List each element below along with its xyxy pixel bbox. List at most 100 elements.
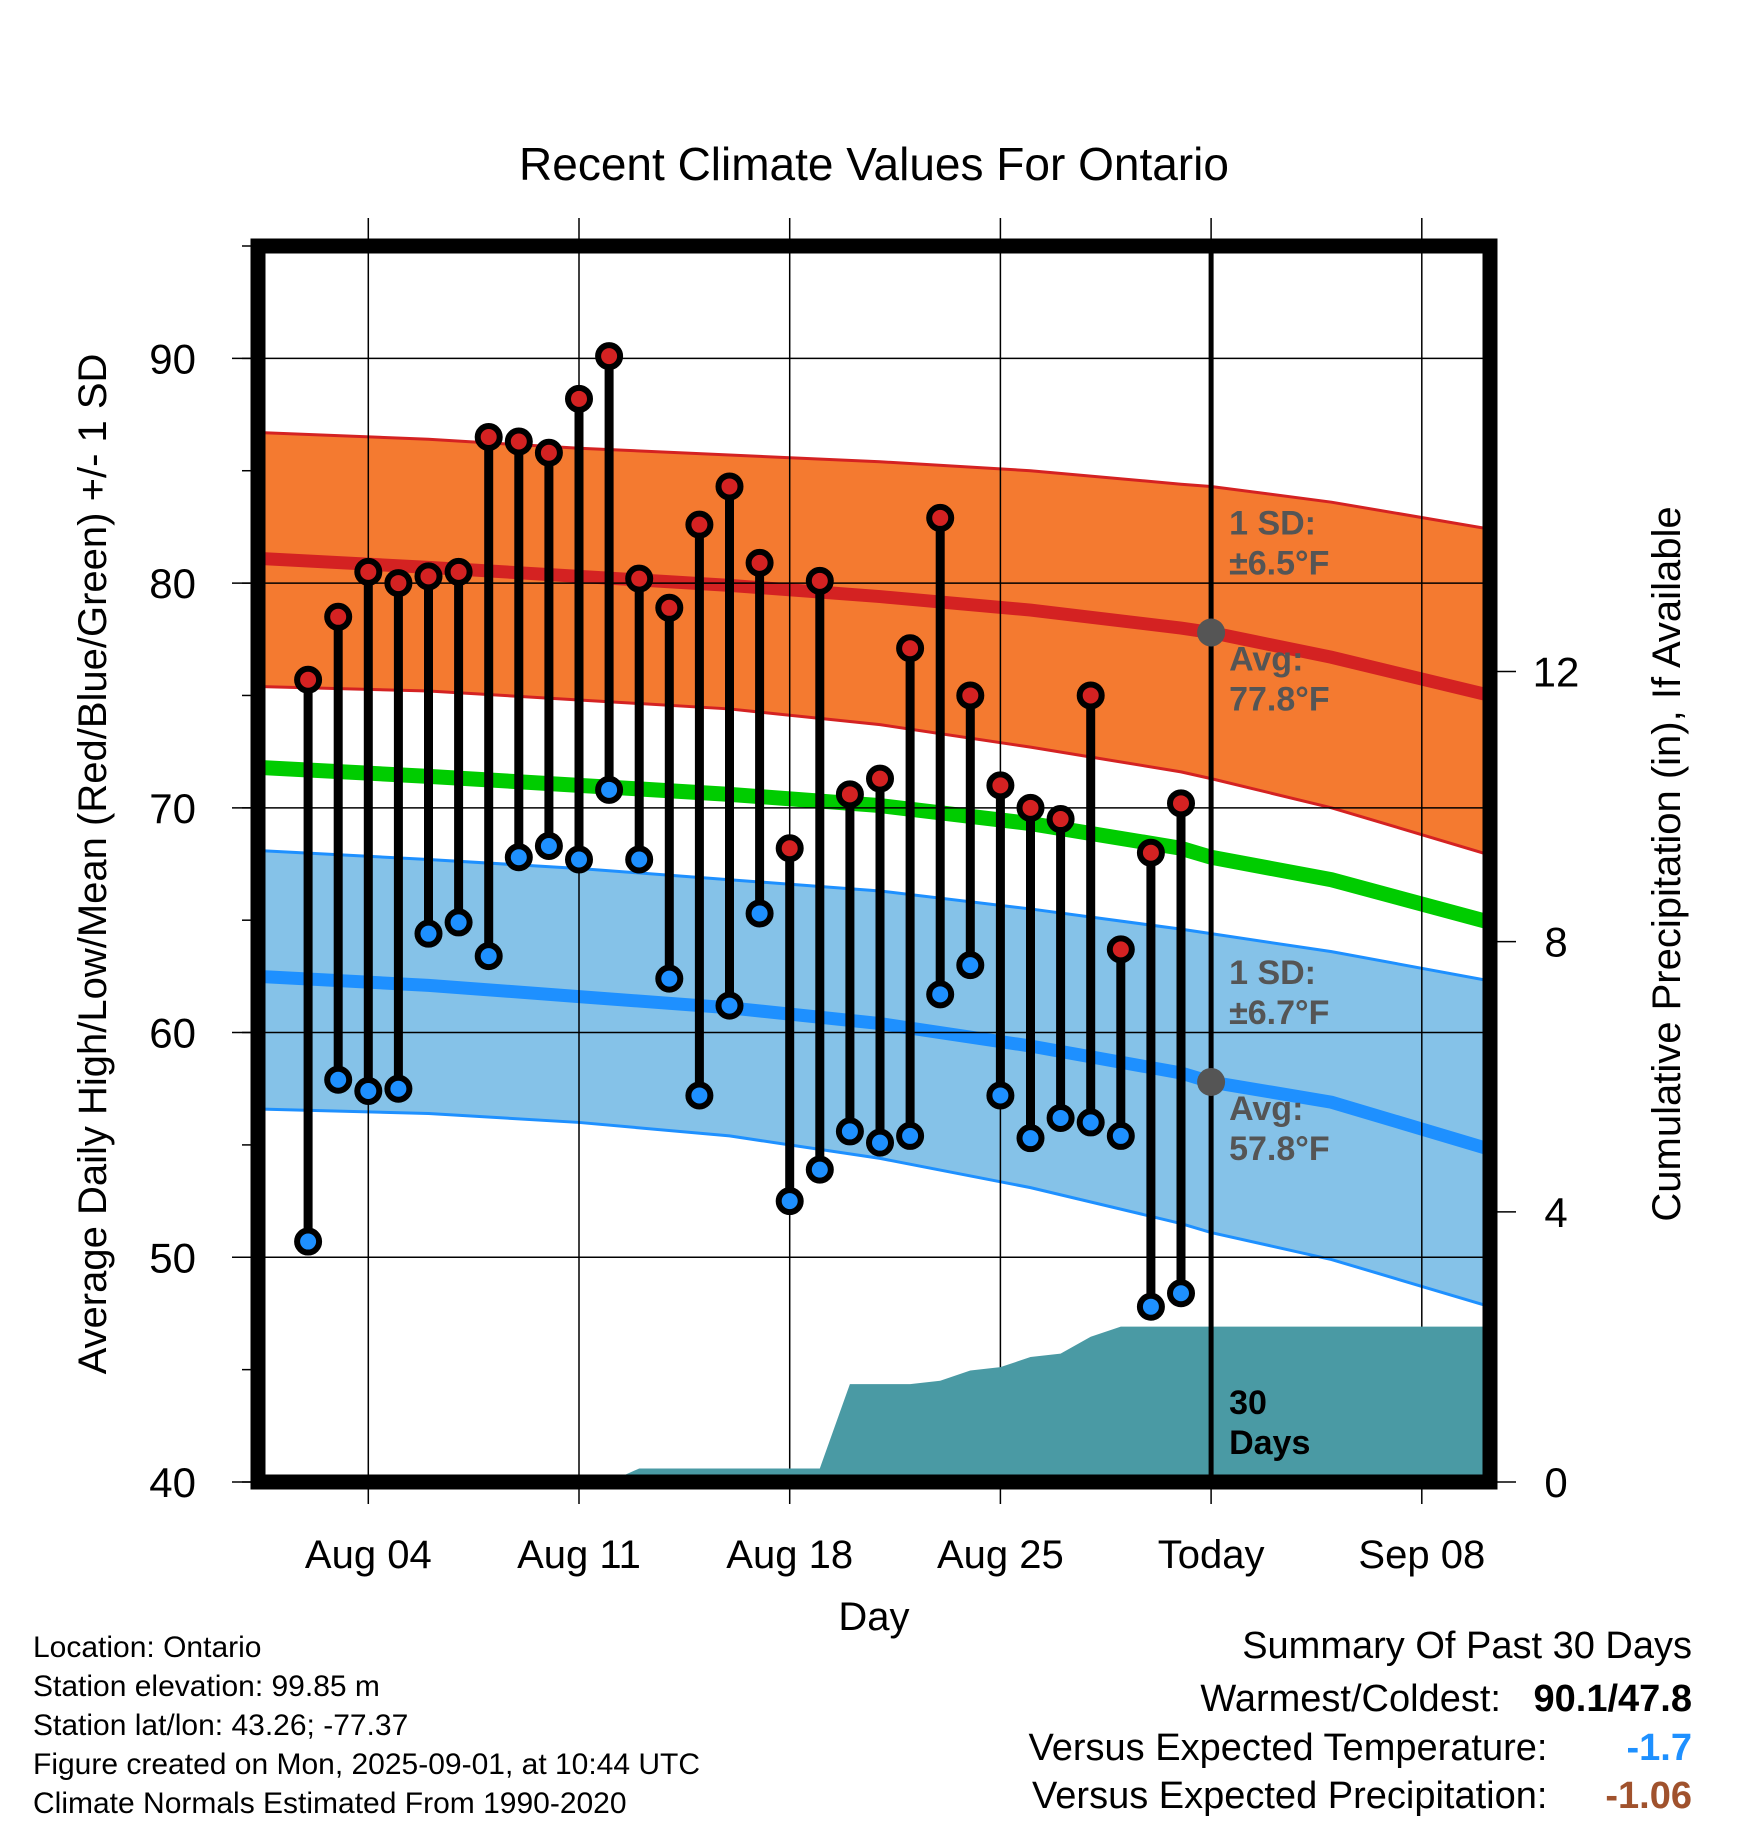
- low-sd-band: [258, 850, 1490, 1307]
- info-elevation: Station elevation: 99.85 m: [33, 1670, 380, 1703]
- high-point: [775, 834, 804, 863]
- high-point: [1106, 935, 1135, 964]
- y-tick-label-left: 60: [149, 1010, 196, 1057]
- high-sd-lower-line: [258, 684, 1490, 857]
- high-sd-value: ±6.5°F: [1229, 545, 1329, 583]
- summary-title: Summary Of Past 30 Days: [1242, 1625, 1692, 1667]
- low-point: [294, 1227, 323, 1256]
- high-point: [1136, 838, 1165, 867]
- low-point: [384, 1074, 413, 1103]
- low-point: [805, 1155, 834, 1184]
- low-point: [926, 980, 955, 1009]
- low-point: [534, 832, 563, 861]
- low-point: [474, 942, 503, 971]
- high-point: [805, 566, 834, 595]
- low-sd-lower-line: [258, 1107, 1490, 1309]
- low-point: [715, 991, 744, 1020]
- high-point: [504, 427, 533, 456]
- high-normal-line: [258, 551, 1490, 702]
- high-avg-value: 77.8°F: [1229, 681, 1330, 719]
- high-point: [474, 423, 503, 452]
- high-point: [384, 569, 413, 598]
- summary-temp-label: Versus Expected Temperature:: [1028, 1727, 1548, 1769]
- high-point: [294, 665, 323, 694]
- x-tick-label: Today: [1158, 1533, 1265, 1577]
- high-avg-label: Avg:: [1229, 641, 1303, 679]
- summary-warmest-value: 90.1/47.8: [1533, 1678, 1692, 1720]
- y-tick-label-left: 40: [149, 1459, 196, 1506]
- low-point: [835, 1117, 864, 1146]
- low-point: [1046, 1103, 1075, 1132]
- x-tick-label: Aug 25: [937, 1533, 1064, 1577]
- high-point: [715, 472, 744, 501]
- high-point: [1167, 789, 1195, 818]
- high-point: [956, 681, 985, 710]
- summary-precip-label: Versus Expected Precipitation:: [1032, 1775, 1548, 1817]
- low-normal-line: [258, 969, 1490, 1156]
- y-tick-label-left: 80: [149, 560, 196, 607]
- high-sd-band: [258, 432, 1490, 856]
- summary-precip: Versus Expected Precipitation: -1.06: [1032, 1777, 1692, 1815]
- summary-precip-value: -1.06: [1605, 1775, 1692, 1817]
- high-point: [565, 384, 593, 413]
- info-created: Figure created on Mon, 2025-09-01, at 10…: [33, 1748, 701, 1781]
- high-point: [1046, 805, 1075, 834]
- info-normals: Climate Normals Estimated From 1990-2020: [33, 1787, 627, 1820]
- high-point: [986, 771, 1015, 800]
- y-tick-label-left: 50: [149, 1234, 196, 1281]
- high-point: [414, 562, 443, 591]
- low-avg-label: Avg:: [1229, 1090, 1303, 1128]
- high-point: [1016, 793, 1045, 822]
- high-sd-label: 1 SD:: [1229, 505, 1316, 543]
- low-point: [595, 775, 624, 804]
- low-point: [1136, 1292, 1165, 1321]
- summary-warmest: Warmest/Coldest: 90.1/47.8: [1200, 1680, 1692, 1718]
- low-point: [625, 845, 654, 874]
- low-point: [414, 919, 443, 948]
- low-point: [354, 1076, 383, 1105]
- high-point: [745, 548, 774, 577]
- summary-temp-value: -1.7: [1626, 1727, 1692, 1769]
- precip-label-days-count: 30: [1229, 1384, 1267, 1422]
- low-point: [685, 1081, 714, 1110]
- y-tick-label-right: 8: [1544, 919, 1567, 966]
- high-point: [354, 557, 383, 586]
- low-point: [504, 843, 533, 872]
- y-tick-label-right: 12: [1533, 649, 1580, 696]
- high-point: [685, 510, 714, 539]
- y-tick-label-right: 0: [1544, 1459, 1567, 1506]
- low-point: [775, 1187, 804, 1216]
- low-sd-value: ±6.7°F: [1229, 994, 1329, 1032]
- chart-title: Recent Climate Values For Ontario: [519, 138, 1229, 190]
- info-location: Location: Ontario: [33, 1631, 262, 1664]
- high-point: [534, 438, 563, 467]
- low-point: [655, 964, 684, 993]
- y-tick-label-left: 70: [149, 785, 196, 832]
- high-point: [896, 634, 925, 663]
- x-tick-label: Aug 18: [726, 1533, 853, 1577]
- high-point: [926, 503, 955, 532]
- y-tick-label-right: 4: [1544, 1189, 1567, 1236]
- low-sd-label: 1 SD:: [1229, 954, 1316, 992]
- precip-label-days: Days: [1229, 1424, 1310, 1462]
- low-point: [896, 1121, 925, 1150]
- high-point: [595, 342, 624, 371]
- x-axis-label: Day: [838, 1595, 909, 1639]
- low-point: [745, 899, 774, 928]
- low-sd-upper-line: [258, 849, 1490, 983]
- today-low-normal-marker: [1197, 1067, 1226, 1096]
- summary-warmest-label: Warmest/Coldest:: [1200, 1678, 1501, 1720]
- high-point: [655, 593, 684, 622]
- x-tick-label: Aug 11: [517, 1533, 641, 1577]
- info-latlon: Station lat/lon: 43.26; -77.37: [33, 1709, 409, 1742]
- low-point: [565, 845, 593, 874]
- y-axis-right-label: Cumulative Precipitation (in), If Availa…: [1645, 506, 1689, 1221]
- high-point: [625, 564, 654, 593]
- x-tick-label: Sep 08: [1358, 1533, 1485, 1577]
- low-avg-value: 57.8°F: [1229, 1130, 1330, 1168]
- high-sd-upper-line: [258, 431, 1490, 531]
- low-point: [956, 951, 985, 980]
- low-point: [1106, 1121, 1135, 1150]
- high-point: [1076, 681, 1105, 710]
- plot-frame: [250, 238, 1498, 1490]
